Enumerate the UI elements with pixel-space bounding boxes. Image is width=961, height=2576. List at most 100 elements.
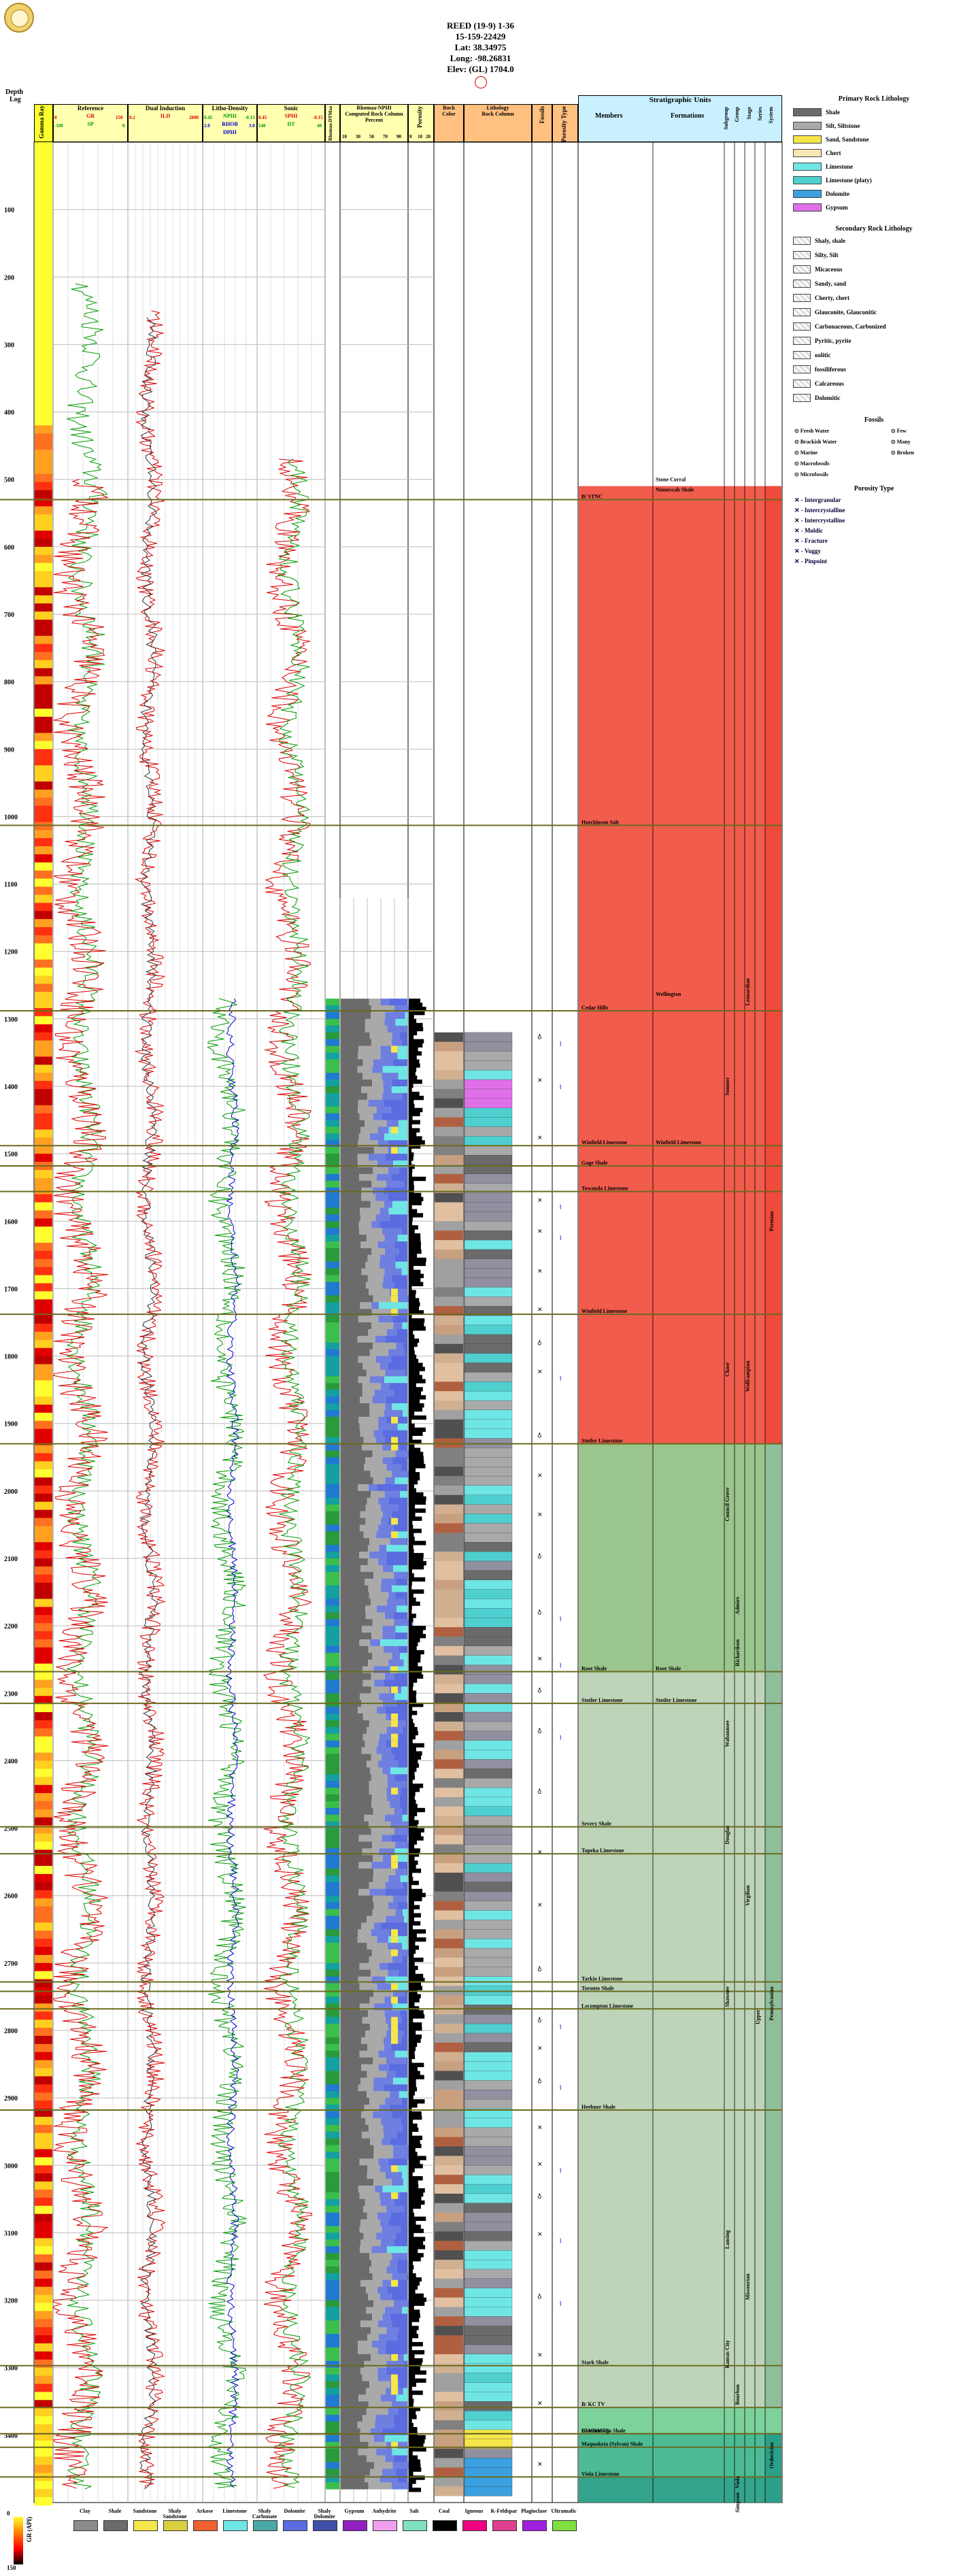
nphi-curve-label: NPHI: [223, 113, 237, 119]
secondary-legend-item: Silty, Silt: [793, 251, 839, 259]
lithology-cell: [464, 1513, 513, 1524]
composite-cell: [341, 1835, 359, 1842]
composite-cell: [384, 2307, 403, 2314]
composite-cell: [367, 1726, 387, 1735]
rhomaa-cell: [326, 1626, 339, 1633]
rhomaa-cell: [326, 1902, 339, 1909]
porosity-bar: [409, 1314, 412, 1319]
porosity-bar: [409, 1512, 416, 1517]
depth-label-1000: 1000: [4, 814, 18, 821]
composite-cell: [387, 1599, 405, 1606]
composite-cell: [378, 1416, 387, 1424]
porosity-legend-item: ✕ - Pinpoint: [794, 558, 827, 565]
lithology-cell: [464, 2175, 513, 2185]
rhomaa-cell: [326, 1511, 339, 1518]
strat-vlabel-10: Virgilian: [745, 1885, 751, 1906]
composite-cell: [365, 1605, 377, 1613]
composite-cell: [341, 2394, 359, 2402]
composite-sand-cell: [391, 1666, 398, 1673]
lithology-cell: [464, 2467, 513, 2477]
composite-cell: [373, 1342, 397, 1350]
rock-color-cell: [435, 1107, 463, 1118]
bottom-legend-swatch: [462, 2520, 487, 2531]
lithology-swatch: [793, 203, 822, 212]
composite-cell: [393, 2145, 409, 2152]
composite-cell: [381, 1518, 388, 1525]
strat-vlabel-4: Wolfcampian: [745, 1360, 751, 1392]
gamma-strip-cell: [35, 1615, 52, 1624]
rhomaa-cell: [326, 1490, 339, 1499]
gamma-strip-cell: [35, 2400, 52, 2409]
rock-color-cell: [435, 1750, 463, 1760]
gamma-strip-cell: [35, 1348, 52, 1357]
composite-cell: [371, 1309, 395, 1316]
fossil-marker: ♁: [537, 1966, 542, 1973]
gamma-strip-cell: [35, 1922, 52, 1931]
rhomaa-cell: [326, 1282, 339, 1289]
rhomaa-cell: [326, 1214, 339, 1222]
composite-cell: [386, 1916, 405, 1923]
porosity-bar: [409, 1468, 416, 1473]
porosity-bar: [409, 1581, 412, 1586]
gamma-strip-cell: [35, 1744, 52, 1754]
gamma-strip-cell: [35, 1404, 52, 1414]
porosity-bar: [409, 2293, 424, 2298]
rhomaa-cell: [326, 1126, 339, 1134]
porosity-bar: [409, 1961, 415, 1967]
composite-cell: [341, 2017, 363, 2024]
composite-cell: [358, 2341, 372, 2348]
fossil-marker: ♁: [537, 1433, 542, 1440]
lithology-cell: [464, 1626, 513, 1637]
composite-cell: [369, 1403, 386, 1411]
composite-cell: [402, 1814, 407, 1822]
rock-color-cell: [435, 2118, 463, 2128]
composite-cell: [380, 2394, 397, 2402]
sphi-curve: [263, 458, 313, 2489]
composite-cell: [386, 1545, 407, 1552]
sp-curve-label: SP: [87, 121, 94, 127]
lithology-cell: [464, 1277, 513, 1288]
composite-cell: [359, 1524, 379, 1532]
composite-cell: [387, 1362, 407, 1370]
lithology-cell: [464, 1740, 513, 1751]
formation-label-1: Wellington: [656, 991, 681, 997]
porosity-bar: [409, 2366, 420, 2371]
rhomaa-cell: [326, 1080, 339, 1087]
gamma-strip-cell: [35, 150, 52, 159]
porosity-bar: [409, 1022, 423, 1028]
porosity-bar: [409, 1589, 424, 1594]
gamma-strip-cell: [35, 554, 52, 564]
composite-cell: [402, 2307, 407, 2314]
depth-label-400: 400: [4, 409, 14, 417]
rhomaa-cell: [326, 2091, 339, 2098]
lithology-cell: [464, 1589, 513, 1600]
bottom-legend-label: Limestone: [222, 2508, 247, 2514]
composite-cell: [399, 1733, 407, 1741]
porosity-bar: [409, 1403, 424, 1408]
porosity-bar: [409, 2249, 418, 2254]
rhomaa-cell: [326, 1673, 339, 1680]
composite-cell: [382, 1835, 392, 1842]
composite-cell: [341, 1626, 362, 1633]
rhomaa-cell: [326, 2415, 339, 2422]
porosity-bar: [409, 1609, 412, 1614]
lithology-cell: [464, 2184, 513, 2194]
composite-cell: [341, 2219, 361, 2226]
rhomaa-cell: [326, 1976, 339, 1984]
composite-cell: [402, 1726, 407, 1735]
gamma-strip-cell: [35, 2383, 52, 2392]
bottom-legend-label: Igneous: [465, 2508, 484, 2514]
porosity-bar: [409, 1533, 414, 1537]
composite-cell: [377, 2367, 386, 2375]
composite-cell: [384, 1235, 398, 1242]
gamma-strip-cell: [35, 1858, 52, 1867]
porosity-bar: [409, 2099, 425, 2104]
porosity-bar: [409, 1059, 420, 1064]
rhomaa-cell: [326, 2448, 339, 2456]
ild-curve: [134, 310, 166, 2488]
fossil-marker: ✕: [537, 1135, 543, 1141]
rock-color-cell: [435, 1589, 463, 1599]
gamma-strip-cell: [35, 1121, 52, 1130]
composite-sand-cell: [391, 1733, 398, 1741]
gamma-strip-cell: [35, 2060, 52, 2069]
